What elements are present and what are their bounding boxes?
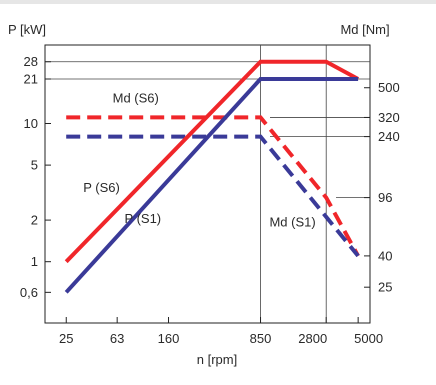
left-tick-label: 10 [24,116,38,131]
right-tick-label: 500 [378,80,400,95]
plot-area-frame [44,44,371,324]
left-tick-label: 1 [31,254,38,269]
x-axis-title: n [rpm] [197,352,237,367]
x-tick-label: 2800 [298,331,327,346]
right-tick-label: 320 [378,110,400,125]
x-tick-label: 160 [158,331,180,346]
x-tick-label: 850 [250,331,272,346]
right-axis-title: Md [Nm] [340,22,389,37]
left-tick-label: 21 [24,71,38,86]
right-tick-label: 240 [378,129,400,144]
left-tick-label: 28 [24,54,38,69]
right-tick-label: 40 [378,248,392,263]
left-axis-title: P [kW] [8,22,46,37]
left-tick-label: 2 [31,213,38,228]
x-tick-label: 5000 [354,331,383,346]
right-tick-label: 25 [378,280,392,295]
right-tick-label: 96 [378,190,392,205]
series-label-md-s1: Md (S1) [269,215,315,230]
series-label-p-s6: P (S6) [83,180,120,195]
series-label-p-s1: P (S1) [125,211,162,226]
left-tick-label: 0,6 [20,285,38,300]
series-line-p-s6 [64,59,360,264]
series-label-md-s6: Md (S6) [113,91,159,106]
series-line-md-s6 [66,115,360,257]
series-lines [64,59,360,294]
series-line-md-s1 [66,134,360,258]
x-tick-label: 25 [59,331,73,346]
left-tick-label: 5 [31,158,38,173]
series-labels: P (S6) P (S1) Md (S6) Md (S1) [83,91,316,230]
x-tick-label: 63 [110,331,124,346]
series-line-p-s1 [64,77,359,294]
